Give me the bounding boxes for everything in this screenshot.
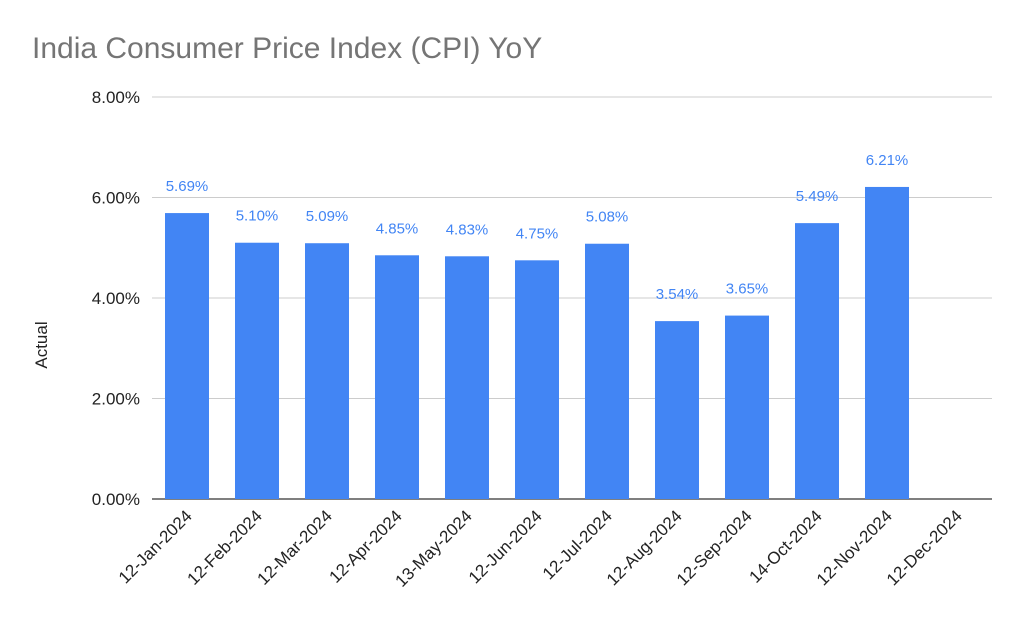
data-label: 3.54%: [656, 286, 699, 303]
x-tick-label: 12-Mar-2024: [254, 506, 336, 588]
x-tick-label: 12-Sep-2024: [673, 506, 756, 589]
data-label: 4.83%: [446, 221, 489, 238]
x-tick-labels: 12-Jan-202412-Feb-202412-Mar-202412-Apr-…: [115, 506, 966, 590]
bar: [795, 223, 839, 499]
x-tick-label: 12-Jun-2024: [465, 506, 546, 587]
data-label: 5.09%: [306, 208, 349, 225]
y-tick-label: 6.00%: [92, 189, 140, 208]
y-tick-label: 8.00%: [92, 88, 140, 107]
bar: [725, 315, 769, 499]
data-labels: 5.69% 5.10% 5.09% 4.85% 4.83% 4.75% 5.08% 3.54%…: [166, 152, 909, 303]
bar: [585, 243, 629, 499]
data-label: 5.69%: [166, 178, 209, 195]
y-tick-label: 4.00%: [92, 289, 140, 308]
bar: [375, 255, 419, 499]
bar: [165, 213, 209, 499]
x-tick-label: 12-Jul-2024: [539, 506, 616, 583]
data-label: 5.10%: [236, 208, 279, 225]
y-tick-labels: 0.00% 2.00% 4.00% 6.00% 8.00%: [92, 88, 140, 509]
bar: [655, 321, 699, 499]
bar: [865, 186, 909, 499]
data-label: 5.49%: [796, 188, 839, 205]
y-tick-label: 2.00%: [92, 390, 140, 409]
data-label: 3.65%: [726, 281, 769, 298]
data-label: 4.75%: [516, 225, 559, 242]
x-tick-label: 12-Dec-2024: [883, 506, 966, 589]
y-axis-label: Actual: [32, 321, 51, 368]
bar: [515, 260, 559, 499]
gridlines: [152, 96, 992, 500]
bars: [165, 186, 909, 499]
bar: [305, 243, 349, 499]
data-label: 4.85%: [376, 220, 419, 237]
bar: [445, 256, 489, 499]
chart-title: India Consumer Price Index (CPI) YoY: [32, 32, 542, 65]
data-label: 5.08%: [586, 209, 629, 226]
data-label: 6.21%: [866, 152, 909, 169]
bar: [235, 242, 279, 499]
y-tick-label: 0.00%: [92, 490, 140, 509]
